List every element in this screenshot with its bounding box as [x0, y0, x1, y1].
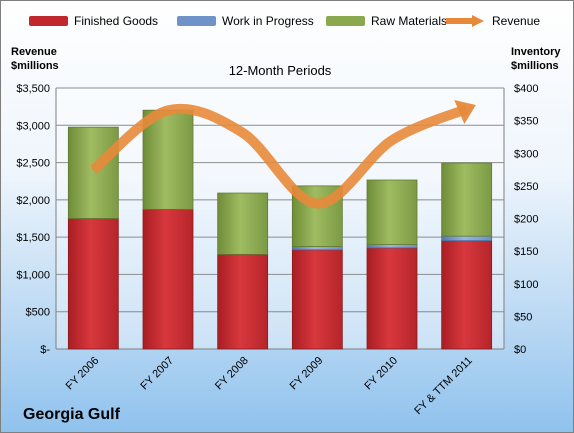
right-axis-title-line2: $millions [511, 60, 559, 72]
left-tick-label: $3,500 [16, 83, 50, 95]
x-tick-label: FY 2009 [288, 355, 326, 393]
plot-area [56, 88, 504, 349]
left-tick-label: $- [40, 344, 50, 356]
bar-finished-goods [441, 240, 493, 350]
x-tick-label: FY 2010 [362, 355, 400, 393]
right-tick-label: $50 [514, 311, 532, 323]
left-tick-label: $3,000 [16, 120, 50, 132]
bar-finished-goods [142, 208, 194, 350]
right-tick-label: $250 [514, 181, 538, 193]
bar-work-in-progress [441, 235, 493, 242]
bar-work-in-progress [291, 246, 343, 251]
legend-item-revenue: Revenue [444, 14, 540, 28]
bar-raw-materials [366, 179, 418, 246]
legend-swatch-raw-materials [326, 16, 365, 26]
bar-work-in-progress [366, 244, 418, 249]
legend-label-revenue: Revenue [492, 14, 541, 28]
right-tick-label: $100 [514, 279, 538, 291]
right-tick-label: $150 [514, 246, 538, 258]
right-tick-label: $350 [514, 116, 538, 128]
x-tick-label: FY & TTM 2011 [412, 355, 475, 418]
legend-item-raw-materials: Raw Materials [326, 14, 447, 28]
right-tick-label: $400 [514, 83, 538, 95]
x-tick-label: FY 2007 [138, 355, 176, 393]
legend-label-raw-materials: Raw Materials [371, 14, 448, 28]
chart-subtitle: 12-Month Periods [228, 63, 332, 78]
legend-item-finished-goods: Finished Goods [29, 14, 158, 28]
right-axis-title: Inventory $millions [511, 45, 561, 73]
right-tick-label: $200 [514, 214, 538, 226]
left-tick-label: $1,000 [16, 269, 50, 281]
left-tick-label: $2,000 [16, 195, 50, 207]
left-tick-label: $1,500 [16, 232, 50, 244]
bar-finished-goods [67, 218, 119, 350]
legend-label-finished-goods: Finished Goods [74, 14, 159, 28]
legend-swatch-work-in-progress [177, 16, 216, 26]
left-tick-label: $500 [26, 307, 50, 319]
legend-swatch-revenue-arrow [446, 15, 484, 27]
bar-raw-materials [441, 162, 493, 237]
revenue-line [90, 103, 469, 209]
bar-finished-goods [366, 247, 418, 350]
left-axis-title: Revenue $millions [11, 45, 59, 73]
bar-finished-goods [217, 253, 269, 350]
legend-label-work-in-progress: Work in Progress [222, 14, 314, 28]
x-tick-label: FY 2006 [64, 355, 102, 393]
revenue-arrowhead [454, 99, 476, 124]
bar-raw-materials [67, 126, 119, 219]
bar-finished-goods [291, 249, 343, 350]
left-axis-title-line1: Revenue [11, 46, 57, 58]
right-axis-title-line1: Inventory [511, 46, 561, 58]
company-name: Georgia Gulf [23, 406, 120, 423]
legend-swatch-finished-goods [29, 16, 68, 26]
right-tick-label: $300 [514, 148, 538, 160]
right-tick-label: $0 [514, 344, 526, 356]
legend-item-work-in-progress: Work in Progress [177, 14, 314, 28]
bar-raw-materials [217, 192, 269, 255]
left-axis-title-line2: $millions [11, 60, 59, 72]
left-tick-label: $2,500 [16, 158, 50, 170]
legend: Finished Goods Work in Progress Raw Mate… [1, 14, 573, 36]
x-tick-label: FY 2008 [213, 355, 251, 393]
bar-raw-materials [142, 109, 194, 210]
